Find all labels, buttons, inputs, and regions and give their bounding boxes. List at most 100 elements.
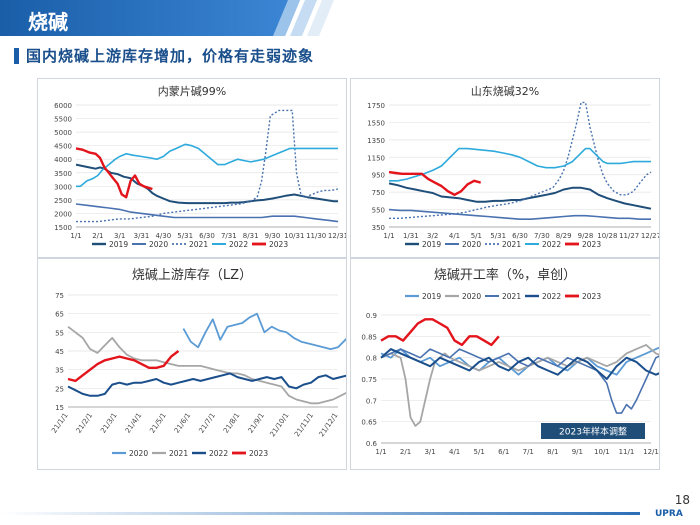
series-line-2021 <box>67 325 361 405</box>
x-tick-label: 7/30 <box>534 232 550 240</box>
y-tick-label: 350 <box>372 224 385 232</box>
y-tick-label: 0.8 <box>366 355 377 363</box>
legend-label: 2020 <box>462 240 481 249</box>
x-tick-label: 21/6/1 <box>173 412 192 435</box>
legend-label: 2023 <box>582 292 601 301</box>
y-tick-label: 4500 <box>54 143 72 151</box>
chart-title: 内蒙片碱99% <box>158 84 226 98</box>
y-tick-label: 5500 <box>54 116 72 124</box>
series-line-2022 <box>380 348 676 380</box>
chart-shandong-caustic: 山东烧碱32% 350 550 750 950 1150 1350 1550 1750 1/1 1/… <box>367 85 661 249</box>
series-line-2019 <box>388 182 652 210</box>
x-tick-label: 6/1 <box>498 448 509 456</box>
series-line-2022 <box>67 372 361 397</box>
x-tick-label: 7/31 <box>221 232 237 240</box>
legend-label: 2023 <box>582 240 601 249</box>
x-tick-label: 9/1 <box>572 448 583 456</box>
x-tick-label: 21/9/1 <box>247 412 266 435</box>
header-bar: 烧碱 <box>0 0 700 36</box>
x-tick-label: 11/30 <box>306 232 326 240</box>
x-tick-label: 12/31 <box>328 232 346 240</box>
x-tick-label: 5/31 <box>177 232 193 240</box>
headline-accent <box>14 48 19 64</box>
x-tick-label: 12/27 <box>641 232 659 240</box>
legend-label: 2022 <box>209 449 228 458</box>
series-line-2022 <box>76 143 338 188</box>
x-tick-label: 8/1 <box>547 448 558 456</box>
x-tick-label: 10/28 <box>597 232 617 240</box>
x-tick-label: 10/1 <box>594 448 610 456</box>
annotation-label: 2023年样本调整 <box>559 426 627 438</box>
chart-operating-rate: 烧碱开工率（%，卓创） 0.6 0.65 0.7 0.75 0.8 0.85 0.9 1/1 2/… <box>361 267 677 456</box>
y-tick-label: 2500 <box>54 197 72 205</box>
x-tick-label: 21/8/1 <box>222 412 241 435</box>
x-tick-label: 8/31 <box>243 232 259 240</box>
x-tick-label: 21/1/1 <box>50 412 69 435</box>
y-tick-label: 45 <box>55 348 64 356</box>
chart-title: 山东烧碱32% <box>471 85 539 98</box>
y-tick-label: 55 <box>55 329 64 337</box>
series-line-2020 <box>380 344 676 427</box>
chart-neimeng-flake-caustic: 内蒙片碱99% 1500 2000 2500 3000 3500 4000 4500 5000 5… <box>54 84 348 249</box>
series-line-2019 <box>75 163 338 205</box>
logo: UPRA <box>655 509 683 519</box>
legend-label: 2019 <box>109 240 128 249</box>
chart-panel-3: 烧碱上游库存（LZ） 15 25 35 45 55 65 75 21/1/1 21/2/1 21/3… <box>37 258 361 470</box>
x-tick-label: 3/1 <box>114 232 125 240</box>
series-line-2020 <box>388 208 651 220</box>
x-tick-label: 2/1 <box>400 448 411 456</box>
x-tick-label: 11/27 <box>619 232 639 240</box>
series-line-2023 <box>380 318 500 347</box>
x-tick-label: 5/1 <box>474 448 485 456</box>
legend-label: 2021 <box>502 292 521 301</box>
series-line-2021 <box>76 109 339 223</box>
y-tick-label: 1150 <box>367 154 385 162</box>
legend-label: 2023 <box>249 449 268 458</box>
y-tick-label: 0.85 <box>361 333 377 341</box>
series-line-2023 <box>388 170 482 197</box>
y-tick-label: 0.65 <box>361 419 377 427</box>
y-tick-label: 6000 <box>54 102 72 110</box>
y-tick-label: 0.75 <box>361 376 377 384</box>
legend-label: 2020 <box>149 240 168 249</box>
legend-label: 2021 <box>502 240 521 249</box>
y-tick-label: 0.7 <box>366 397 377 405</box>
legend-label: 2022 <box>229 240 248 249</box>
y-tick-label: 1350 <box>367 137 385 145</box>
x-tick-label: 12/1 <box>643 448 659 456</box>
series-line-2021 <box>380 348 676 414</box>
x-tick-label: 21/3/1 <box>99 412 118 435</box>
x-tick-label: 4/1 <box>449 232 460 240</box>
x-tick-label: 4/30 <box>155 232 171 240</box>
x-tick-label: 9/30 <box>265 232 281 240</box>
y-tick-label: 0.6 <box>366 440 378 448</box>
legend-label: 2022 <box>542 292 561 301</box>
chart-panel-4: 烧碱开工率（%，卓创） 0.6 0.65 0.7 0.75 0.8 0.85 0.9 1/1 2/… <box>350 258 677 470</box>
legend-label: 2021 <box>189 240 208 249</box>
y-tick-label: 950 <box>372 172 385 180</box>
y-tick-label: 3500 <box>54 170 72 178</box>
chart-panel-1: 内蒙片碱99% 1500 2000 2500 3000 3500 4000 4500 5000 5… <box>37 78 348 258</box>
legend-label: 2021 <box>169 449 188 458</box>
y-tick-label: 4000 <box>54 156 72 164</box>
y-tick-label: 75 <box>55 292 64 300</box>
series-line-2021 <box>389 101 652 220</box>
x-tick-label: 3/1 <box>424 448 435 456</box>
x-tick-label: 5/1 <box>471 232 482 240</box>
x-tick-label: 21/7/1 <box>197 412 216 435</box>
y-tick-label: 3000 <box>54 183 72 191</box>
x-tick-label: 1/31 <box>403 232 419 240</box>
legend-label: 2020 <box>462 292 481 301</box>
x-tick-label: 4/1 <box>449 448 460 456</box>
y-tick-label: 65 <box>55 311 64 319</box>
x-tick-label: 9/28 <box>578 232 594 240</box>
x-tick-label: 21/11/1 <box>293 412 315 439</box>
x-tick-label: 21/2/1 <box>75 412 94 435</box>
x-tick-label: 21/5/1 <box>148 412 167 435</box>
x-tick-label: 21/4/1 <box>124 412 143 435</box>
y-tick-label: 1500 <box>54 224 72 232</box>
x-tick-label: 6/30 <box>199 232 215 240</box>
x-tick-label: 5/31 <box>490 232 506 240</box>
legend-label: 2020 <box>129 449 148 458</box>
x-tick-label: 6/30 <box>512 232 528 240</box>
